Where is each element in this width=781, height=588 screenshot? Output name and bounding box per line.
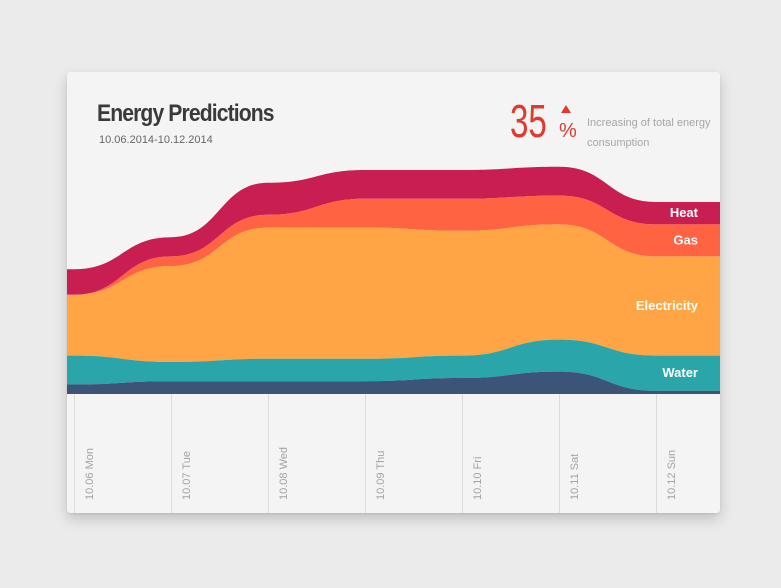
area-water (67, 339, 720, 391)
x-tick-label: 10.10 Fri (472, 457, 484, 500)
x-tick-label: 10.11 Sat (569, 454, 581, 500)
x-tick-label: 10.06 Mon (84, 448, 96, 500)
series-label-gas: Gas (673, 232, 698, 247)
area-electricity (67, 224, 720, 362)
series-label-electricity: Electricity (636, 298, 699, 313)
area-base (67, 371, 720, 394)
area-heat (67, 166, 720, 295)
series-label-heat: Heat (670, 205, 699, 220)
x-tick-label: 10.12 Sun (666, 450, 678, 500)
stat-value: 35 (510, 95, 547, 147)
stat-caption: Increasing of total energy consumption (587, 117, 711, 149)
x-tick-label: 10.08 Wed (278, 447, 290, 500)
date-range: 10.06.2014-10.12.2014 (99, 134, 213, 146)
chart-title: Energy Predictions (97, 100, 275, 127)
x-tick-label: 10.07 Tue (181, 451, 193, 500)
up-arrow-icon (561, 105, 571, 113)
area-gas (67, 195, 720, 295)
stat-unit: % (559, 120, 577, 142)
x-tick-label: 10.09 Thu (375, 451, 387, 500)
series-label-water: Water (662, 365, 698, 380)
energy-card: Energy Predictions 10.06.2014-10.12.2014… (67, 72, 720, 513)
stacked-area-chart: Heat Gas Electricity Water 10.06 Mon 10.07 Tu… (67, 166, 720, 513)
